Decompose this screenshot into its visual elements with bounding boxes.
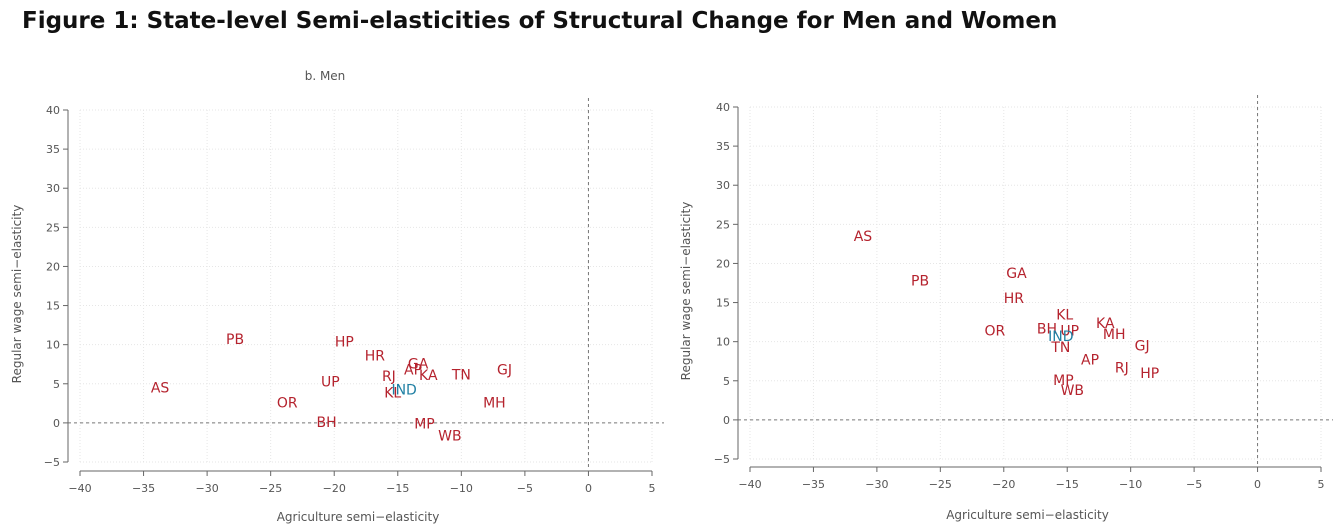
point-ga: GA xyxy=(408,356,429,372)
point-mh: MH xyxy=(483,396,506,412)
y-tick-label: 35 xyxy=(716,140,730,153)
x-tick-label: −10 xyxy=(450,482,473,495)
point-or: OR xyxy=(277,396,298,412)
point-bh: BH xyxy=(317,415,337,431)
point-or: OR xyxy=(985,324,1006,340)
x-tick-label: −30 xyxy=(196,482,219,495)
point-up: UP xyxy=(321,374,340,390)
gridlines xyxy=(79,109,653,463)
x-tick-label: −5 xyxy=(1186,478,1202,491)
x-tick-label: −35 xyxy=(802,478,825,491)
point-pb: PB xyxy=(226,332,244,348)
point-ind: IND xyxy=(1048,329,1073,345)
point-gj: GJ xyxy=(1135,339,1150,355)
y-tick-label: 30 xyxy=(46,182,60,195)
y-tick-label: −5 xyxy=(714,453,730,466)
x-tick-label: −10 xyxy=(1119,478,1142,491)
x-tick-label: 0 xyxy=(1254,478,1261,491)
x-tick-label: −40 xyxy=(68,482,91,495)
x-tick-label: −5 xyxy=(517,482,533,495)
y-tick-label: 5 xyxy=(53,378,60,391)
y-tick-label: 40 xyxy=(716,101,730,114)
point-ap: AP xyxy=(1081,353,1099,369)
point-gj: GJ xyxy=(497,363,512,379)
point-kl: KL xyxy=(1056,307,1073,323)
y-tick-label: 0 xyxy=(53,417,60,430)
point-up: UP xyxy=(1060,324,1079,340)
y-tick-label: 40 xyxy=(46,104,60,117)
y-axis-title: Regular wage semi−elasticity xyxy=(10,205,24,384)
point-mp: MP xyxy=(414,417,435,433)
x-tick-label: −35 xyxy=(132,482,155,495)
point-ka: KA xyxy=(1096,316,1115,332)
y-tick-label: 30 xyxy=(716,179,730,192)
x-tick-label: −25 xyxy=(929,478,952,491)
y-tick-label: 15 xyxy=(46,300,60,313)
point-mp: MP xyxy=(1053,373,1074,389)
point-hp: HP xyxy=(335,335,354,351)
chart-men: −5 0 5 10 15 20 25 30 35 40 −40 −35 −30 −25 −20 −15 −10 −… xyxy=(10,69,664,524)
x-tick-label: 0 xyxy=(585,482,592,495)
x-tick-label: −20 xyxy=(323,482,346,495)
y-tick-label: 10 xyxy=(46,339,60,352)
x-axis-title: Agriculture semi−elasticity xyxy=(277,510,440,524)
y-tick-label: 20 xyxy=(46,260,60,273)
y-tick-label: 25 xyxy=(46,221,60,234)
x-tick-label: 5 xyxy=(1318,478,1325,491)
point-ga: GA xyxy=(1006,266,1027,282)
y-tick-label: 0 xyxy=(723,414,730,427)
point-hr: HR xyxy=(1004,291,1025,307)
y-tick-label: 5 xyxy=(723,375,730,388)
point-rj: RJ xyxy=(1115,360,1129,376)
point-as: AS xyxy=(151,381,170,397)
y-tick-label: 20 xyxy=(716,257,730,270)
chart-women: −5 0 5 10 15 20 25 30 35 40 −40 −35 −30 −25 −20 −15 −10 −… xyxy=(679,95,1333,522)
point-ap: AP xyxy=(404,363,422,379)
y-tick-label: 35 xyxy=(46,143,60,156)
y-axis-title: Regular wage semi−elasticity xyxy=(679,202,693,381)
x-axis-title: Agriculture semi−elasticity xyxy=(946,508,1109,522)
x-tick-label: −15 xyxy=(1056,478,1079,491)
point-pb: PB xyxy=(911,274,929,290)
y-tick-label: 10 xyxy=(716,336,730,349)
point-hr: HR xyxy=(365,349,386,365)
point-ka: KA xyxy=(419,368,438,384)
point-wb: WB xyxy=(1061,383,1084,399)
point-kl: KL xyxy=(384,385,401,401)
x-tick-label: −20 xyxy=(992,478,1015,491)
point-as: AS xyxy=(854,229,873,245)
x-tick-label: −30 xyxy=(865,478,888,491)
gridlines xyxy=(749,106,1322,460)
x-tick-label: −15 xyxy=(386,482,409,495)
point-hp: HP xyxy=(1140,366,1159,382)
x-tick-label: 5 xyxy=(649,482,656,495)
point-tn: TN xyxy=(451,367,471,383)
x-tick-label: −40 xyxy=(738,478,761,491)
y-tick-label: 25 xyxy=(716,218,730,231)
chart-subtitle: b. Men xyxy=(305,69,346,83)
point-tn: TN xyxy=(1050,340,1070,356)
point-mh: MH xyxy=(1103,327,1126,343)
y-tick-label: −5 xyxy=(44,456,60,469)
point-rj: RJ xyxy=(382,369,396,385)
point-ind: IND xyxy=(391,382,416,398)
x-tick-label: −25 xyxy=(259,482,282,495)
point-bh: BH xyxy=(1037,321,1057,337)
figure-title: Figure 1: State-level Semi-elasticities … xyxy=(22,8,1058,34)
y-tick-label: 15 xyxy=(716,297,730,310)
point-wb: WB xyxy=(438,428,461,444)
